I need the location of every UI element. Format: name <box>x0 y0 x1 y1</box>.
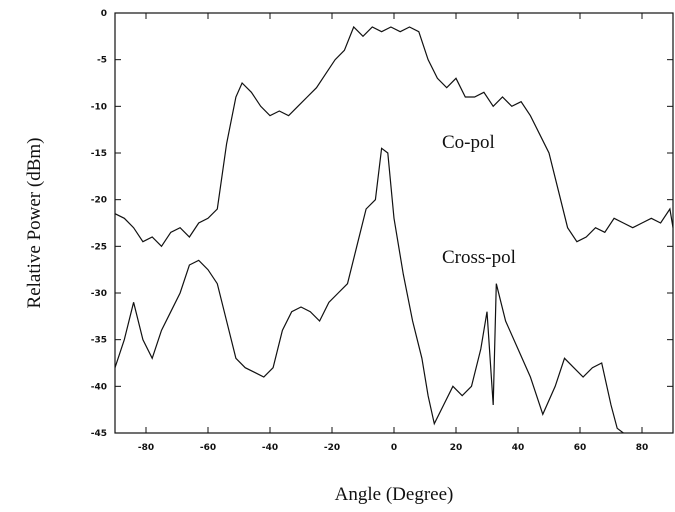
x-tick-label: -20 <box>324 443 340 453</box>
x-tick-label: 20 <box>450 443 463 453</box>
y-tick-label: -35 <box>91 336 107 346</box>
series-line <box>114 25 674 248</box>
x-tick-label: 0 <box>391 443 397 453</box>
y-tick-label: -10 <box>91 102 107 112</box>
x-tick-label: 40 <box>512 443 525 453</box>
x-tick-label: -40 <box>262 443 278 453</box>
y-tick-label: 0 <box>101 9 107 19</box>
y-tick-label: -20 <box>91 196 107 206</box>
y-tick-label: -5 <box>97 56 107 66</box>
y-tick-label: -30 <box>91 289 107 299</box>
annotation: Co-pol <box>442 132 495 153</box>
x-tick-label: -60 <box>200 443 216 453</box>
y-tick-label: -40 <box>91 382 107 392</box>
y-tick-label: -15 <box>91 149 107 159</box>
y-axis-label: Relative Power (dBm) <box>24 138 45 309</box>
annotation: Cross-pol <box>442 247 516 268</box>
x-tick-label: 60 <box>574 443 587 453</box>
x-tick-label: 80 <box>636 443 649 453</box>
x-tick-label: -80 <box>138 443 154 453</box>
series-line <box>114 147 624 434</box>
y-tick-label: -25 <box>91 242 107 252</box>
y-tick-label: -45 <box>91 429 107 439</box>
x-axis-label: Angle (Degree) <box>335 484 454 505</box>
